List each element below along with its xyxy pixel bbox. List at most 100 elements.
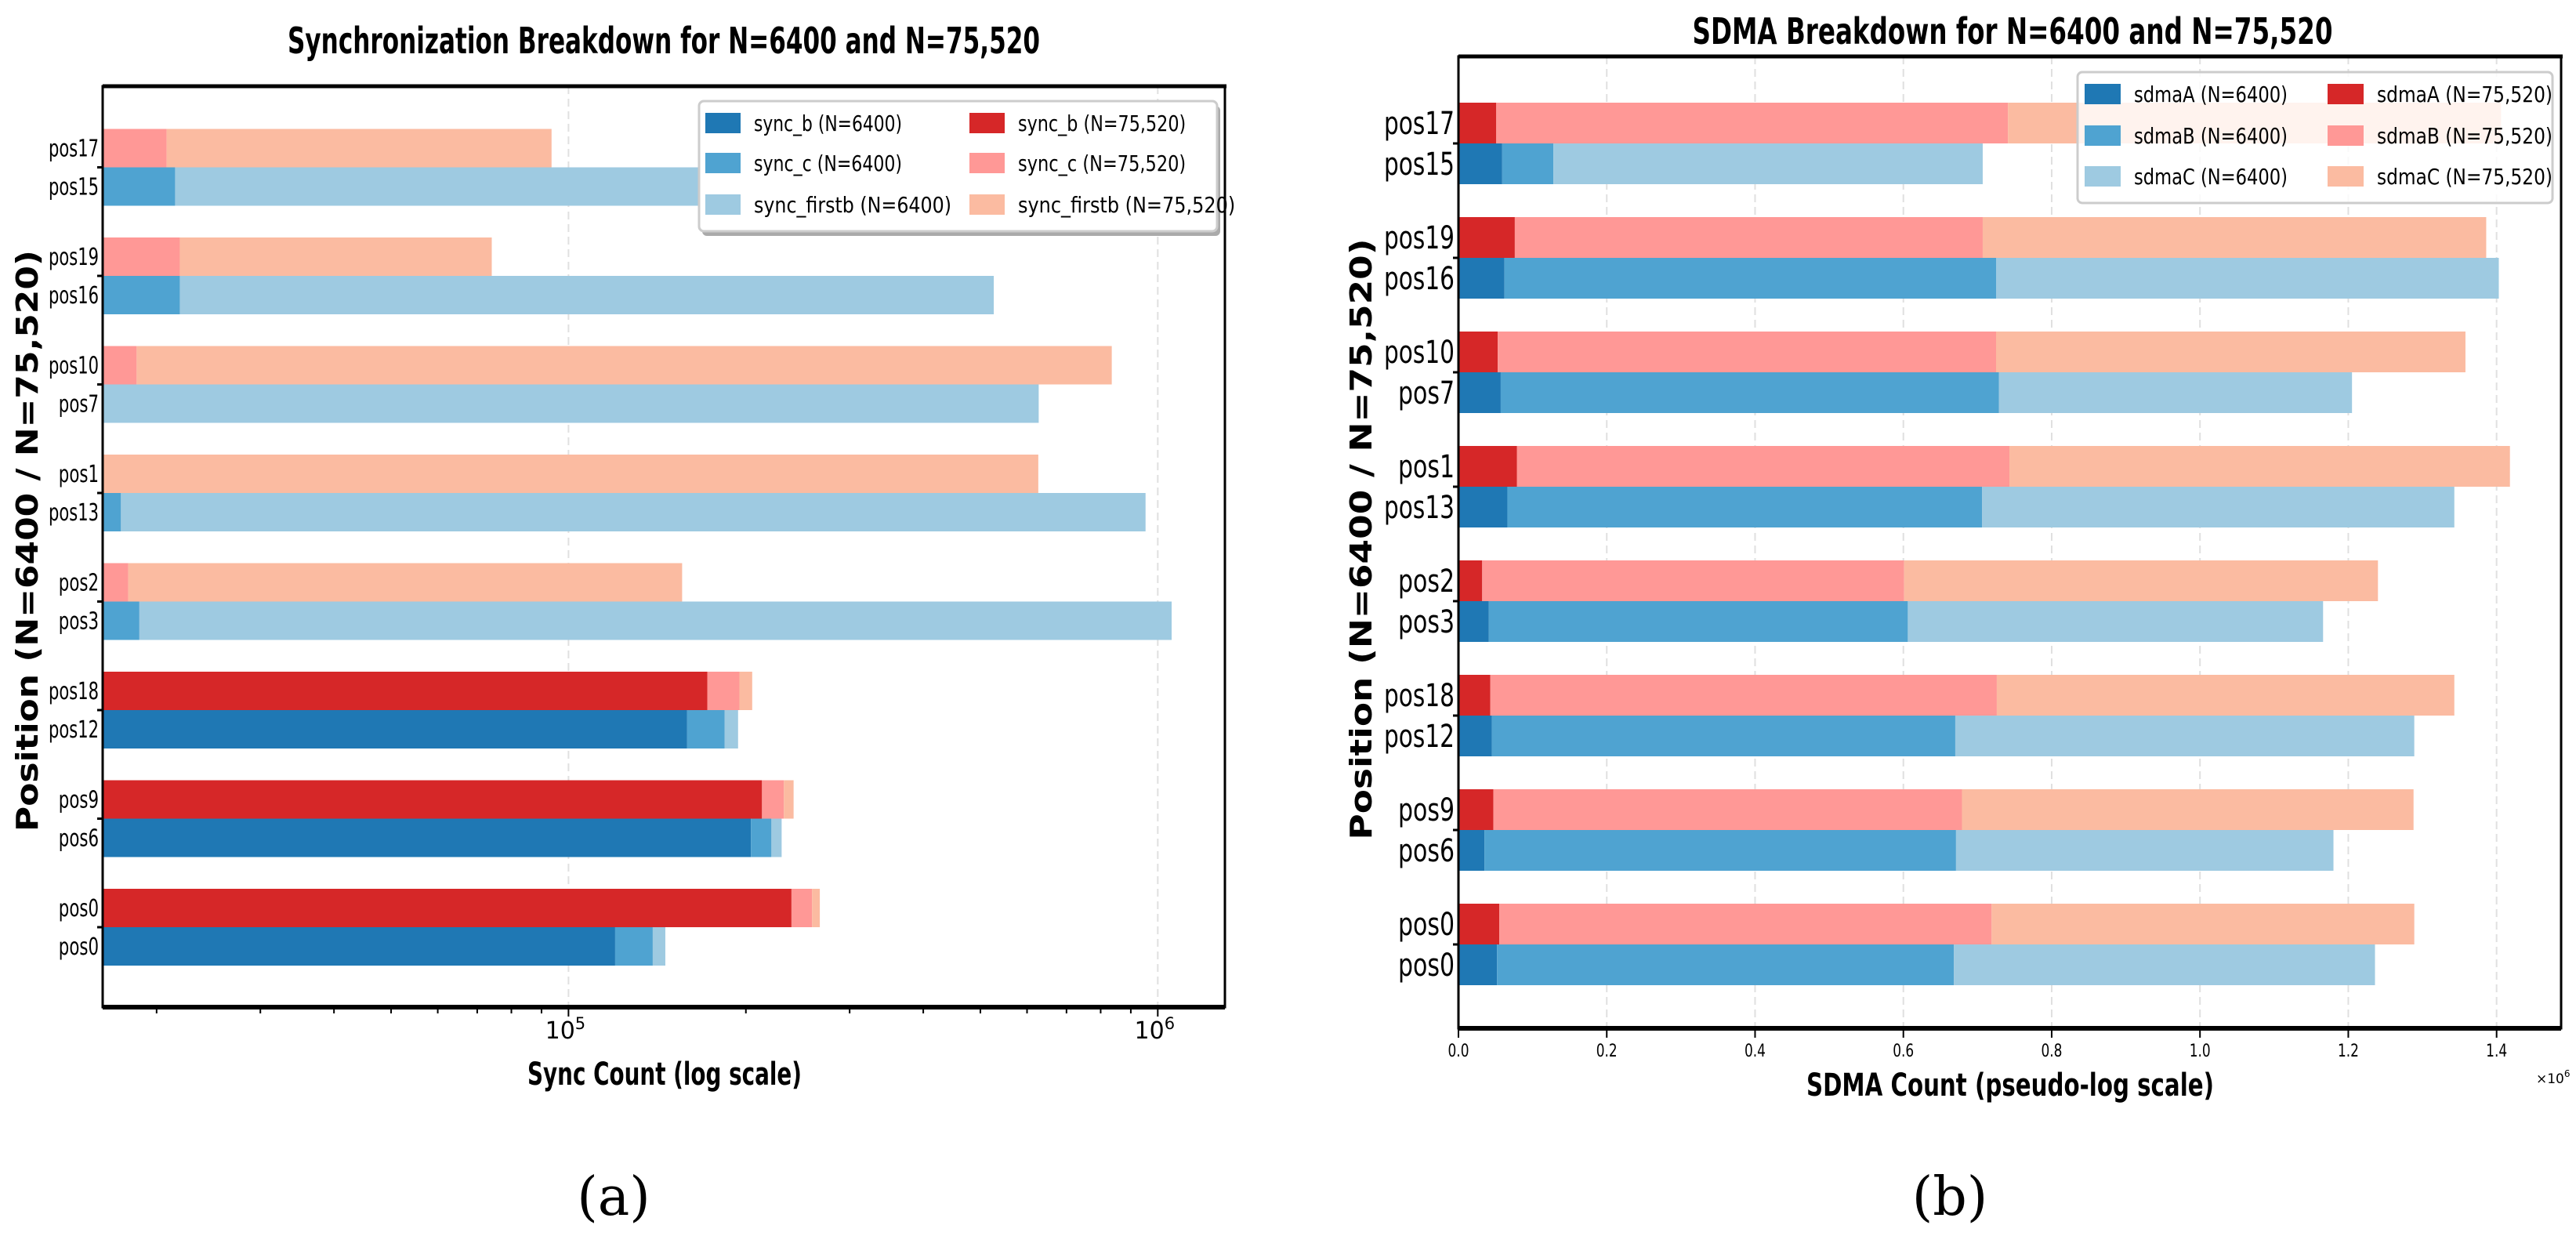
x-tick-label: 0.4 [1745, 1042, 1766, 1061]
bar-segment [1982, 487, 2455, 527]
legend-swatch [705, 113, 741, 133]
bar-segment [739, 672, 752, 710]
x-tick-label: 105 [545, 1014, 586, 1045]
bar-segment [128, 563, 683, 602]
y-tick-label: pos6 [59, 825, 99, 853]
bar-segment [1458, 258, 1505, 299]
y-tick-label: pos17 [1384, 106, 1455, 142]
bar-segment [1507, 487, 1983, 527]
y-tick-label: pos0 [1398, 907, 1455, 943]
x-tick-label: 1.4 [2486, 1042, 2507, 1061]
bar-segment [103, 889, 792, 927]
y-tick-label: pos16 [49, 282, 99, 310]
bar-segment [1458, 830, 1485, 871]
bar-segment [1458, 332, 1498, 372]
bar-segment [1514, 217, 1983, 258]
y-tick-label: pos3 [1398, 604, 1455, 640]
legend-label: sdmaA (N=6400) [2134, 82, 2288, 107]
bar-segment [1458, 217, 1515, 258]
bar-segment [1458, 716, 1492, 756]
bar-segment [1458, 103, 1497, 143]
y-tick-label: pos9 [59, 787, 99, 814]
y-tick-label: pos18 [49, 678, 99, 705]
bar-segment [1995, 332, 2465, 372]
bar-segment [103, 276, 180, 314]
bar-segment [1998, 372, 2353, 413]
bar-segment [1458, 143, 1502, 184]
y-tick-label: pos3 [59, 608, 99, 636]
bar-segment [1553, 143, 1983, 184]
bar-segment [1504, 258, 1996, 299]
x-tick-label: 0.8 [2041, 1042, 2062, 1061]
legend-label: sdmaC (N=6400) [2134, 164, 2288, 190]
sync-breakdown-chart: Synchronization Breakdown for N=6400 and… [10, 20, 1235, 1228]
legend-swatch [969, 153, 1005, 173]
chart-title: Synchronization Breakdown for N=6400 and… [288, 20, 1040, 62]
legend-label: sdmaB (N=6400) [2134, 123, 2288, 149]
bar-segment [762, 780, 784, 819]
bar-segment [1458, 560, 1483, 601]
bar-segment [103, 167, 176, 206]
bar-segment [1491, 716, 1955, 756]
y-tick-label: pos9 [1398, 792, 1455, 828]
bar-segment [1962, 789, 2414, 830]
y-tick-label: pos1 [1398, 449, 1455, 485]
x-tick-label: 1.0 [2190, 1042, 2211, 1061]
y-tick-label: pos12 [1384, 719, 1455, 755]
legend-label: sdmaB (N=75,520) [2377, 123, 2552, 149]
bar-segment [1458, 601, 1489, 642]
y-tick-label: pos10 [49, 353, 99, 380]
bar-segment [1499, 904, 1992, 944]
legend: sdmaA (N=6400) sdmaB (N=6400) sdmaC (N=640… [2076, 71, 2554, 205]
bar-segment [103, 601, 139, 640]
bar-segment [652, 927, 665, 966]
legend-swatch [969, 194, 1005, 215]
bar-segment [812, 889, 821, 927]
y-tick-label: pos17 [49, 136, 99, 163]
caption-b: (b) [1912, 1166, 1988, 1228]
bar-segment [1954, 944, 2375, 985]
y-tick-label: pos15 [1384, 147, 1455, 183]
y-tick-label: pos19 [1384, 220, 1455, 256]
x-tick-label: 106 [1135, 1014, 1176, 1045]
legend: sync_b (N=6400) sync_c (N=6400) sync_first… [697, 100, 1235, 236]
bar-segment [103, 818, 752, 857]
y-tick-label: pos13 [1384, 490, 1455, 526]
legend-swatch [2328, 166, 2364, 187]
bar-segment [1908, 601, 2324, 642]
x-offset-text: ×106 [2536, 1068, 2571, 1087]
x-tick-label: 0.6 [1893, 1042, 1914, 1061]
bar-segment [103, 710, 687, 748]
y-tick-label: pos12 [49, 716, 99, 744]
legend-swatch [969, 113, 1005, 133]
bar-segment [139, 601, 1172, 640]
bar-segment [1995, 258, 2499, 299]
legend-label: sync_b (N=75,520) [1018, 111, 1186, 136]
bar-segment [1482, 560, 1904, 601]
y-tick-label: pos7 [59, 391, 99, 419]
y-tick-label: pos15 [49, 174, 99, 201]
legend-label: sync_c (N=75,520) [1018, 150, 1186, 176]
bar-segment [103, 384, 1039, 423]
bar-segment [1991, 904, 2415, 944]
y-axis-label: Position (N=6400 / N=75,520) [10, 250, 45, 832]
legend-swatch [2085, 84, 2121, 104]
bar-segment [103, 455, 1038, 493]
x-axis-label: SDMA Count (pseudo-log scale) [1806, 1067, 2214, 1104]
y-axis-label: Position (N=6400 / N=75,520) [1344, 239, 1379, 840]
y-tick-label: pos0 [59, 933, 99, 961]
bar-segment [1904, 560, 2379, 601]
y-tick-label: pos0 [1398, 948, 1455, 984]
bar-segment [1955, 716, 2415, 756]
bar-segment [2009, 446, 2510, 487]
bar-segment [1516, 446, 2010, 487]
bar-segment [751, 818, 772, 857]
bar-segment [179, 237, 492, 276]
y-tick-label: pos10 [1384, 335, 1455, 371]
x-axis-label: Sync Count (log scale) [527, 1057, 802, 1093]
bar-segment [103, 237, 180, 276]
legend-swatch [705, 153, 741, 173]
legend-label: sync_b (N=6400) [754, 111, 902, 136]
legend-label: sdmaC (N=75,520) [2377, 164, 2552, 190]
